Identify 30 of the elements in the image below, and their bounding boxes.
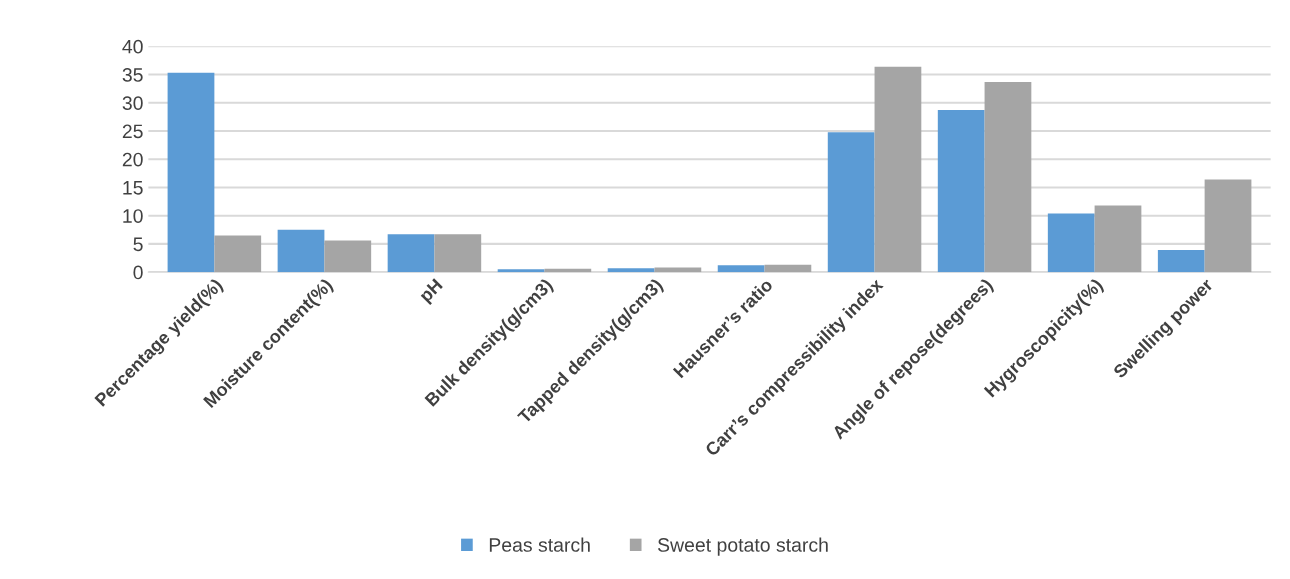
- y-tick-label: 35: [122, 68, 143, 82]
- bar: [497, 269, 545, 273]
- bar: [984, 81, 1032, 273]
- bar: [717, 265, 765, 273]
- x-tick-label: pH: [418, 278, 446, 306]
- bar: [1094, 205, 1142, 273]
- legend-label: Peas starch: [489, 537, 590, 552]
- y-tick-label: 10: [123, 209, 143, 223]
- bar: [1157, 250, 1205, 273]
- legend-label: Sweet potato starch: [657, 537, 828, 556]
- bar: [937, 110, 985, 273]
- bar: [387, 234, 435, 273]
- bar: [214, 235, 262, 273]
- y-tick-label: 15: [123, 181, 143, 195]
- bar: [167, 72, 215, 273]
- y-tick-label: 5: [133, 237, 143, 252]
- y-tick-label: 40: [122, 39, 143, 54]
- y-tick-label: 0: [133, 265, 143, 280]
- bar: [874, 66, 922, 273]
- y-tick-label: 20: [122, 152, 143, 167]
- bar: [764, 264, 812, 273]
- y-tick-label: 25: [122, 124, 143, 139]
- bar: [1204, 179, 1252, 273]
- bar: [277, 229, 325, 273]
- bar: [324, 240, 372, 273]
- bar: [1047, 213, 1095, 273]
- bar: [434, 234, 482, 273]
- bar: [827, 132, 875, 273]
- y-tick-label: 30: [122, 96, 143, 111]
- bar: [607, 268, 655, 273]
